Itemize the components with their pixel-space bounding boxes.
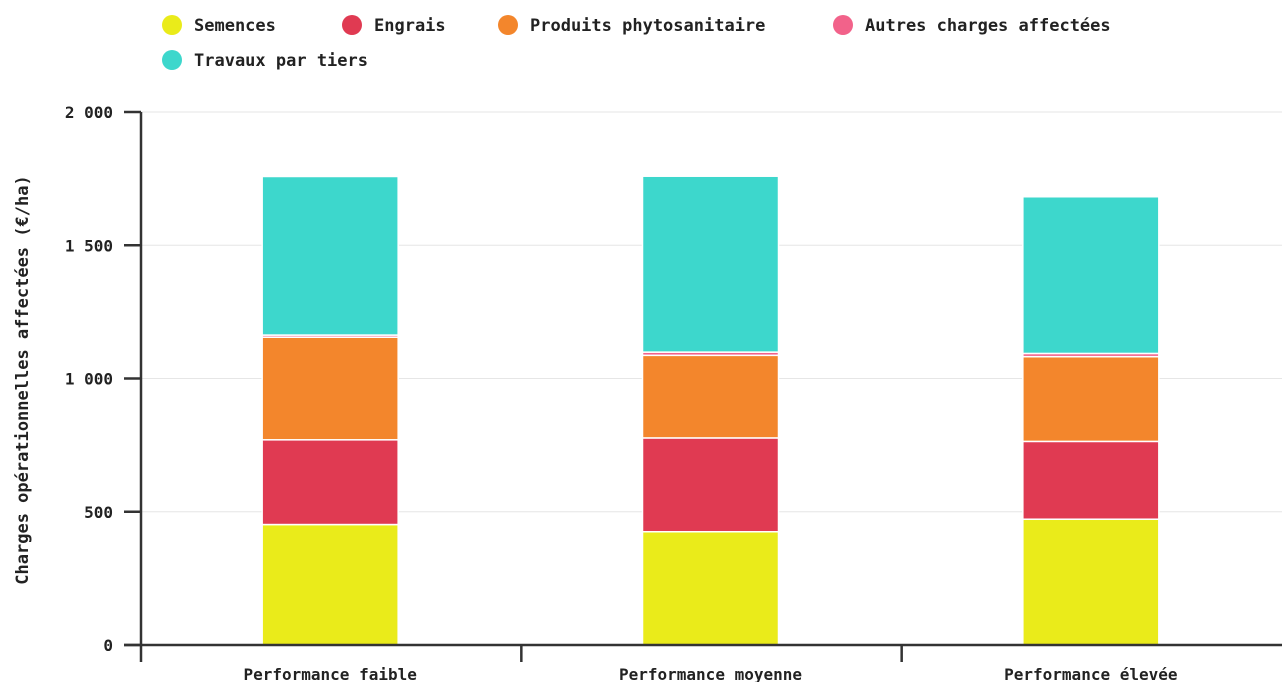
legend-item[interactable]: Semences [162,15,276,36]
bar-segment[interactable] [641,530,780,646]
bar-segment[interactable] [261,175,399,336]
legend: Semences Engrais Produits phytosanitaire Au… [162,15,1111,71]
bar-segment[interactable] [261,523,399,646]
x-tick-labels: Performance faible Performance moyenne Per… [243,665,1177,684]
bar-segment[interactable] [261,336,399,441]
legend-label: Travaux par tiers [194,51,368,71]
legend-swatch [162,50,182,70]
bars [261,175,1160,646]
legend-label: Engrais [374,16,446,36]
bar-segment[interactable] [1022,440,1160,520]
x-tick-label: Performance moyenne [619,665,802,682]
legend-label: Semences [194,16,276,36]
x-tick-label: Performance faible [243,665,416,682]
legend-swatch [498,15,518,35]
bar-segment[interactable] [641,437,780,533]
legend-swatch [833,15,853,35]
y-tick-label: 1 500 [65,236,113,255]
legend-label: Produits phytosanitaire [530,16,765,36]
legend-item[interactable]: Produits phytosanitaire [498,15,765,36]
y-tick-label: 1 000 [65,370,113,389]
axes [124,110,1282,662]
bar-segment[interactable] [1022,355,1160,443]
y-tick-labels: 0 500 1 000 1 500 2 000 [65,103,113,655]
legend-item[interactable]: Autres charges affectées [833,15,1111,36]
legend-swatch [162,15,182,35]
bar-segment[interactable] [641,175,780,353]
x-tick-label: Performance élevée [1004,665,1177,682]
legend-swatch [342,15,362,35]
y-axis-label: Charges opérationnelles affectées (€/ha) [13,175,33,584]
y-tick-label: 500 [84,503,113,522]
bar-segment[interactable] [1022,518,1160,646]
legend-item[interactable]: Travaux par tiers [162,50,368,71]
y-tick-label: 2 000 [65,103,113,122]
bar-segment[interactable] [1022,195,1160,355]
legend-item[interactable]: Engrais [342,15,446,36]
bar-segment[interactable] [641,354,780,439]
legend-label: Autres charges affectées [865,16,1111,36]
bar-segment[interactable] [261,439,399,526]
y-tick-label: 0 [103,636,113,655]
